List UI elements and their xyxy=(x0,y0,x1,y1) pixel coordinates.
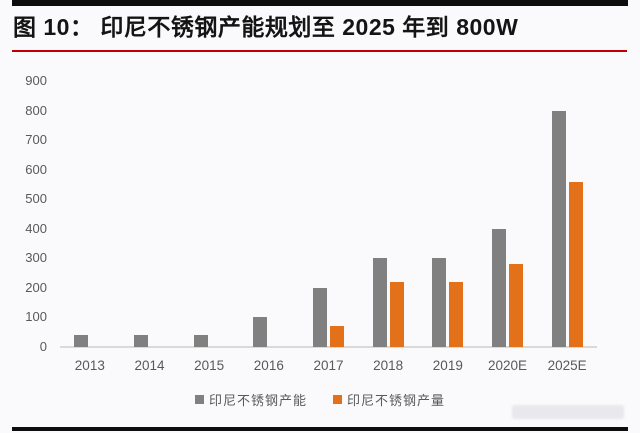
y-tick-label: 600 xyxy=(25,161,47,177)
title-underline xyxy=(12,50,627,52)
y-tick-label: 800 xyxy=(25,102,47,118)
figure-title: 图 10： 印尼不锈钢产能规划至 2025 年到 800W xyxy=(13,14,519,40)
x-axis-labels: 2013 2014 2015 2016 2017 2018 2019 2020E 2025E xyxy=(60,357,597,375)
y-axis: 0 100 200 300 400 500 600 700 800 900 xyxy=(0,56,52,356)
y-tick-label: 400 xyxy=(25,220,47,236)
bar-capacity-2020E xyxy=(492,228,506,347)
bar-output-2025E xyxy=(568,181,583,347)
x-tick-label-2018: 2018 xyxy=(373,358,404,373)
bar-output-2018 xyxy=(389,281,404,347)
legend-label: 印尼不锈钢产量 xyxy=(347,393,446,408)
bar-output-2020E xyxy=(509,264,523,347)
x-tick-label-2025E: 2025E xyxy=(547,358,587,373)
legend-swatch-icon xyxy=(194,395,204,404)
bar-capacity-2015 xyxy=(193,335,208,347)
y-tick-label: 700 xyxy=(25,132,47,148)
bar-output-2017 xyxy=(330,326,344,347)
bottom-border-bar xyxy=(12,427,628,431)
bar-capacity-2014 xyxy=(134,335,148,347)
top-border-bar xyxy=(12,0,628,6)
y-tick-label: 200 xyxy=(25,279,47,295)
x-axis-line xyxy=(60,346,597,348)
x-tick-label-2016: 2016 xyxy=(253,358,284,373)
y-tick-label: 900 xyxy=(25,73,47,88)
x-tick-label-2013: 2013 xyxy=(74,358,105,373)
x-tick-label-2014: 2014 xyxy=(134,358,165,373)
x-tick-label-2017: 2017 xyxy=(313,358,344,373)
legend-swatch-icon xyxy=(333,395,342,404)
legend-label: 印尼不锈钢产能 xyxy=(208,393,307,408)
bar-capacity-2013 xyxy=(74,335,89,347)
watermark xyxy=(512,405,624,419)
y-tick-label: 500 xyxy=(25,191,47,207)
y-tick-label: 300 xyxy=(25,250,47,266)
legend: 印尼不锈钢产能 印尼不锈钢产量 xyxy=(0,390,640,409)
bar-chart: 0 100 200 300 400 500 600 700 800 900 2013 2014 201… xyxy=(0,56,640,416)
x-tick-label-2019: 2019 xyxy=(432,358,463,373)
bar-output-2019 xyxy=(449,281,464,347)
legend-item-output: 印尼不锈钢产量 xyxy=(333,390,445,409)
x-tick-label-2015: 2015 xyxy=(194,358,225,373)
bar-capacity-2025E xyxy=(551,110,566,347)
bar-capacity-2019 xyxy=(432,258,447,347)
bar-capacity-2017 xyxy=(313,287,327,347)
legend-item-capacity: 印尼不锈钢产能 xyxy=(194,390,307,409)
y-tick-label: 100 xyxy=(25,309,47,325)
y-tick-label: 0 xyxy=(39,339,47,354)
plot-area xyxy=(60,81,597,348)
bar-capacity-2018 xyxy=(372,258,387,347)
x-tick-label-2020E: 2020E xyxy=(487,358,527,373)
bar-capacity-2016 xyxy=(253,317,268,347)
